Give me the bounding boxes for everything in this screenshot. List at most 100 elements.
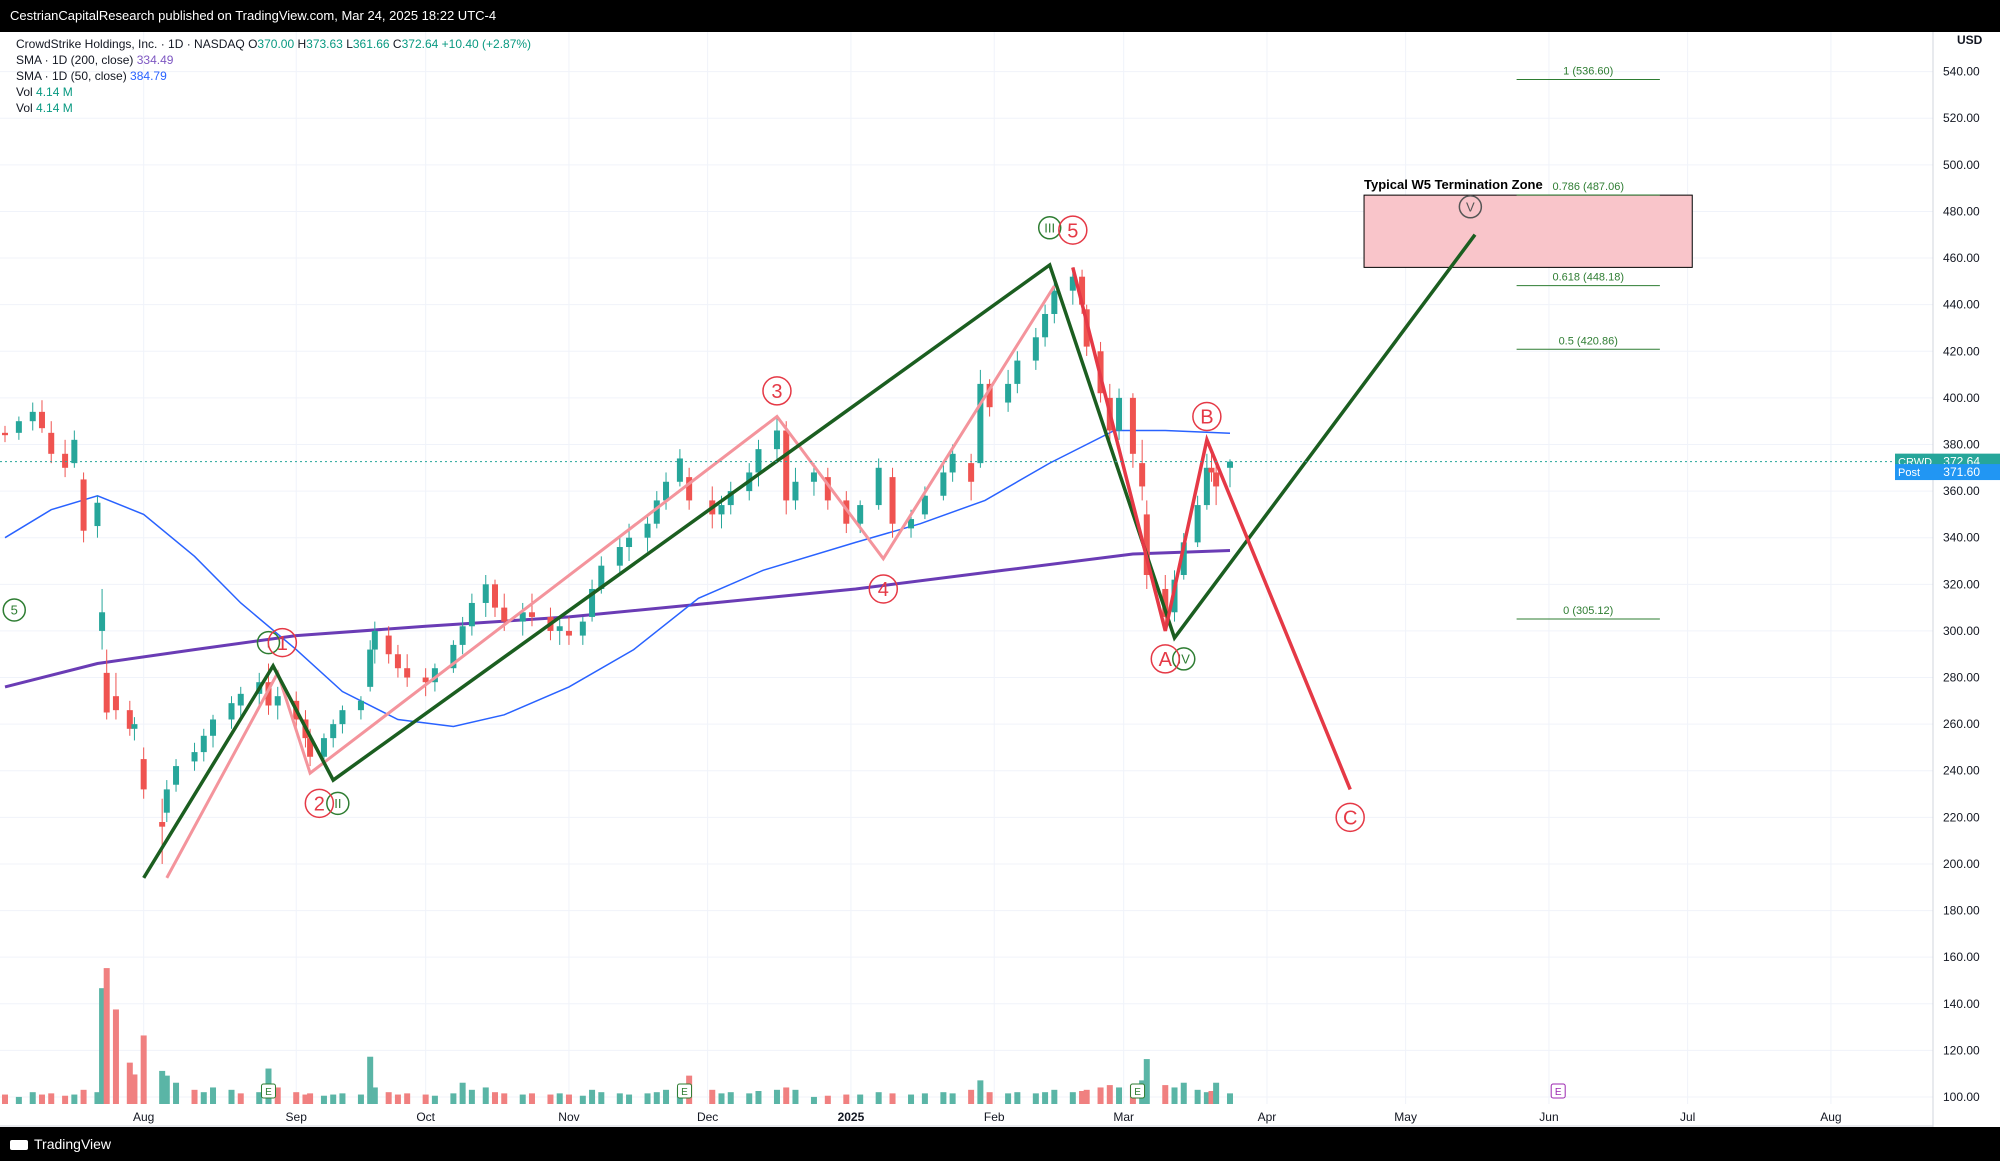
red-wave-label-circle: [762, 376, 792, 406]
legend-h-label: H: [297, 37, 307, 51]
post-price-tag-symbol: Post: [1898, 467, 1920, 479]
candle-body: [644, 523, 651, 538]
candle-body: [875, 467, 882, 506]
y-tick-label: 100.00: [1943, 1090, 1980, 1104]
volume-bar: [38, 1094, 45, 1104]
volume-bar: [422, 1094, 429, 1104]
volume-bar: [824, 1095, 831, 1104]
volume-bar: [528, 1093, 535, 1104]
candle-body: [949, 453, 956, 473]
volume-bar: [99, 988, 106, 1104]
green-wave-label: IV: [1178, 652, 1191, 667]
candle-body: [908, 519, 915, 529]
volume-bar: [644, 1093, 651, 1104]
volume-bar: [727, 1092, 734, 1104]
red-wave-label-circle: [1058, 215, 1088, 245]
volume-bar: [857, 1094, 864, 1104]
volume-bar: [2, 1094, 8, 1104]
candle-body: [71, 439, 78, 464]
candle-body: [339, 710, 346, 725]
y-tick-label: 120.00: [1943, 1043, 1980, 1057]
candle-body: [519, 612, 526, 622]
legend-l-label: L: [346, 37, 353, 51]
candle-body: [718, 505, 725, 515]
candle-body: [274, 696, 281, 706]
volume-bar: [191, 1089, 198, 1104]
candle-body: [2, 432, 8, 436]
volume-bar: [159, 1070, 166, 1104]
candle-body: [626, 537, 633, 548]
red-wave-label-circle: [1335, 802, 1365, 833]
volume-bar: [103, 968, 110, 1104]
time-axis[interactable]: Aug Sep Oct Nov Dec 2025 Feb Mar Apr May Jun Jul Aug: [133, 1110, 1842, 1124]
volume-bar: [482, 1087, 489, 1104]
currency-label: USD: [1957, 33, 1983, 47]
candle-body: [99, 612, 106, 631]
volume-bar: [921, 1093, 928, 1104]
candle-body: [857, 505, 864, 524]
tradingview-logo[interactable]: TradingView: [10, 1127, 111, 1161]
candle-body: [653, 500, 660, 524]
volume-bar: [501, 1093, 508, 1104]
volume-bar: [547, 1094, 554, 1104]
red-wave-label: 1: [277, 633, 288, 655]
candle-body: [103, 672, 110, 713]
legend-sma50[interactable]: SMA · 1D (50, close) 384.79: [16, 68, 531, 84]
volume-bar: [80, 1089, 87, 1104]
volume-bar: [875, 1092, 882, 1104]
volume-bar: [450, 1093, 457, 1104]
volume-bar: [653, 1092, 660, 1104]
legend-vol-1[interactable]: Vol 4.14 M: [16, 84, 531, 100]
candle-body: [357, 700, 364, 711]
candle-body: [1208, 467, 1215, 473]
candle-body: [431, 668, 438, 683]
candle-body: [727, 491, 734, 506]
x-tick-label: Apr: [1258, 1110, 1277, 1124]
candle-body: [62, 453, 69, 468]
candle-body: [663, 481, 670, 501]
candle-body: [889, 477, 896, 524]
legend-symbol[interactable]: CrowdStrike Holdings, Inc. · 1D · NASDAQ: [16, 37, 245, 51]
candle-body: [210, 719, 217, 736]
sma200-line: [4, 549, 1231, 689]
volume-bar: [718, 1093, 725, 1104]
candle-body: [1143, 514, 1150, 575]
red-wave-label: B: [1200, 407, 1213, 429]
y-tick-label: 480.00: [1943, 204, 1980, 218]
volume-bar: [468, 1089, 475, 1104]
volume-bar: [783, 1087, 790, 1104]
candle-body: [1042, 313, 1049, 338]
legend-vol-2[interactable]: Vol 4.14 M: [16, 100, 531, 116]
candle-body: [783, 430, 790, 501]
candle-body: [968, 463, 975, 482]
candle-body: [140, 759, 147, 790]
x-tick-label: Aug: [133, 1110, 154, 1124]
volume-bar: [579, 1095, 586, 1104]
candle-body: [676, 458, 683, 482]
volume-bar: [889, 1093, 896, 1104]
candle-body: [80, 479, 87, 531]
volume-bar: [616, 1093, 623, 1104]
price-chart[interactable]: Typical W5 Termination Zone 1 (536.60) 0.…: [0, 32, 2000, 1127]
volume-bar: [755, 1091, 762, 1104]
x-tick-label: May: [1394, 1110, 1417, 1124]
price-axis[interactable]: 100.00 120.00 140.00 160.00 180.00 200.00 220.…: [1943, 33, 1983, 1104]
volume-bar: [663, 1089, 670, 1104]
candle-body: [112, 696, 119, 711]
candle-body: [589, 588, 596, 617]
candle-body: [616, 547, 623, 566]
legend-sma200[interactable]: SMA · 1D (200, close) 334.49: [16, 52, 531, 68]
volume-bar: [949, 1093, 956, 1104]
sma50-label: SMA · 1D (50, close): [16, 69, 127, 83]
volume-bar: [986, 1092, 993, 1104]
candle-body: [159, 822, 166, 827]
y-tick-label: 200.00: [1943, 857, 1980, 871]
candle-body: [1014, 360, 1021, 384]
candle-body: [173, 766, 180, 785]
legend-close: 372.64: [401, 37, 439, 51]
red-wave-label: 2: [314, 794, 325, 816]
volume-bar: [556, 1093, 563, 1104]
volume-bar: [385, 1092, 392, 1104]
y-tick-label: 540.00: [1943, 65, 1980, 79]
